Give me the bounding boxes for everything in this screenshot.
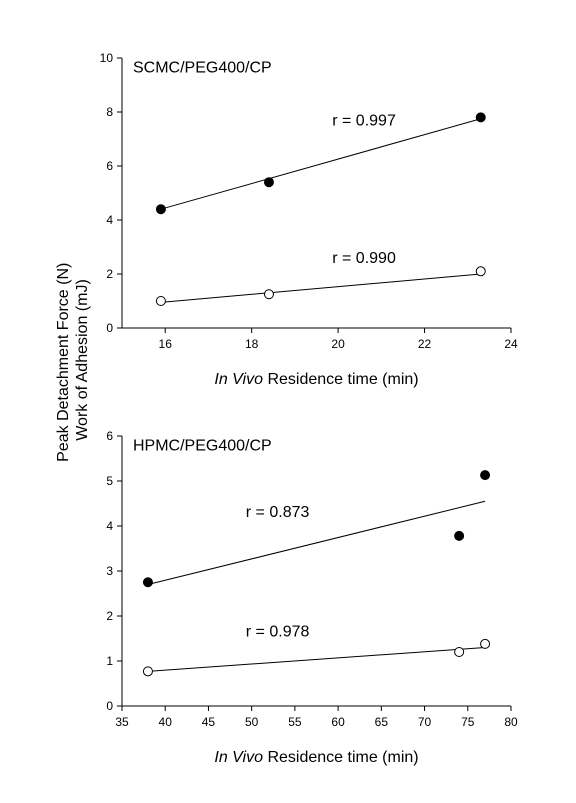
y-tick-label: 6 [106,429,113,443]
x-tick-label: 22 [418,337,432,351]
x-tick-label: 80 [504,715,518,729]
x-tick-label: 50 [245,715,259,729]
panel-title: HPMC/PEG400/CP [133,437,272,454]
y-tick-label: 0 [106,321,113,335]
y-tick-label: 6 [106,159,113,173]
x-axis-label-rest: Residence time (min) [263,749,419,766]
data-point-open [475,266,486,277]
data-point-filled [142,577,153,588]
data-point-filled [263,177,274,188]
x-tick-label: 35 [115,715,129,729]
x-tick-label: 40 [159,715,173,729]
regression-line [147,647,486,672]
regression-line [147,500,486,585]
x-tick-label: 20 [331,337,345,351]
data-point-open [142,666,153,677]
data-point-filled [155,204,166,215]
x-tick-label: 45 [202,715,216,729]
y-tick-label: 8 [106,105,113,119]
regression-line [160,273,481,303]
x-tick-label: 70 [418,715,432,729]
x-axis-label-rest: Residence time (min) [263,371,419,388]
x-tick-label: 24 [504,337,518,351]
panel-title: SCMC/PEG400/CP [133,59,272,76]
x-axis-label-italic: In Vivo [214,371,263,388]
y-tick-label: 5 [106,474,113,488]
correlation-label: r = 0.873 [246,504,310,521]
x-axis-label: In Vivo Residence time (min) [214,371,418,388]
data-point-filled [454,530,465,541]
correlation-label: r = 0.990 [332,250,396,267]
y-tick-label: 4 [106,213,113,227]
y-axis-label-line2: Work of Adhesion (mJ) [74,279,91,441]
data-point-filled [480,470,491,481]
data-point-open [155,296,166,306]
x-axis-label: In Vivo Residence time (min) [214,749,418,766]
data-point-open [454,647,465,657]
y-tick-label: 2 [106,609,113,623]
y-tick-label: 2 [106,267,113,281]
x-tick-label: 18 [245,337,259,351]
correlation-label: r = 0.978 [246,623,310,640]
data-point-open [263,289,274,300]
x-tick-label: 75 [461,715,475,729]
y-tick-label: 4 [106,519,113,533]
data-point-open [480,638,491,649]
data-point-filled [475,112,486,123]
y-tick-label: 10 [100,51,114,65]
x-tick-label: 60 [331,715,345,729]
y-tick-label: 1 [106,654,113,668]
y-tick-label: 3 [106,564,113,578]
y-tick-label: 0 [106,699,113,713]
x-tick-label: 55 [288,715,302,729]
x-tick-label: 65 [375,715,389,729]
correlation-label: r = 0.997 [332,113,396,130]
x-axis-label-italic: In Vivo [214,749,263,766]
x-tick-label: 16 [159,337,173,351]
y-axis-label-line1: Peak Detachment Force (N) [55,263,72,462]
regression-line [160,118,481,210]
shared-y-axis-label: Peak Detachment Force (N) Work of Adhesi… [55,258,91,462]
